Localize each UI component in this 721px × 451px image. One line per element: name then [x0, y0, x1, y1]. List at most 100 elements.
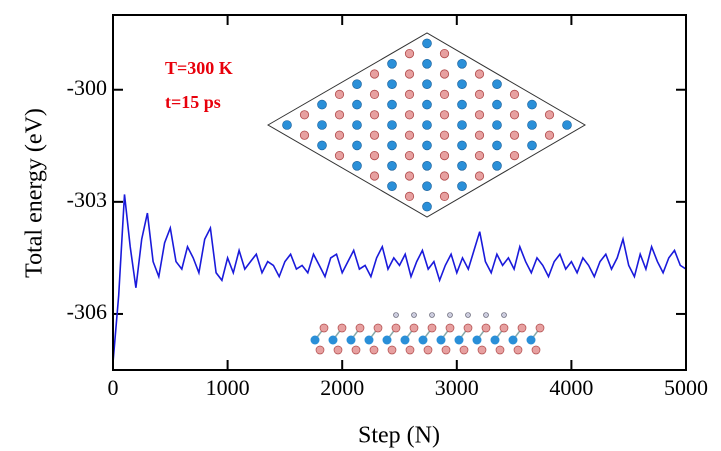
- atom: [440, 111, 448, 119]
- annotation: T=300 K: [165, 58, 233, 78]
- atom: [424, 346, 432, 354]
- atom: [493, 121, 502, 130]
- x-tick-label: 0: [108, 375, 119, 400]
- atom: [440, 131, 448, 139]
- atom: [484, 313, 489, 318]
- atom: [475, 151, 483, 159]
- atom: [370, 151, 378, 159]
- y-tick-label: -300: [67, 75, 107, 100]
- atom: [370, 346, 378, 354]
- data-line: [113, 194, 686, 362]
- atom: [440, 70, 448, 78]
- atom: [406, 346, 414, 354]
- atom: [335, 151, 343, 159]
- atom: [502, 313, 507, 318]
- atom: [528, 121, 537, 130]
- atom: [388, 100, 397, 109]
- atom: [318, 121, 327, 130]
- atom: [442, 346, 450, 354]
- x-tick-label: 5000: [664, 375, 708, 400]
- atom: [478, 346, 486, 354]
- atom: [500, 324, 508, 332]
- atom: [388, 59, 397, 68]
- x-tick-label: 1000: [206, 375, 250, 400]
- atom: [388, 346, 396, 354]
- atom: [335, 90, 343, 98]
- atom: [334, 346, 342, 354]
- atom: [440, 90, 448, 98]
- atom: [405, 90, 413, 98]
- atom: [423, 121, 432, 130]
- atom: [475, 131, 483, 139]
- atom: [527, 336, 536, 345]
- atom: [458, 121, 467, 130]
- atom: [388, 141, 397, 150]
- atom: [401, 336, 410, 345]
- atom: [412, 313, 417, 318]
- atom: [510, 151, 518, 159]
- atom: [410, 324, 418, 332]
- atom: [423, 202, 432, 211]
- atom: [316, 346, 324, 354]
- atom: [458, 161, 467, 170]
- atom: [528, 100, 537, 109]
- atom: [335, 111, 343, 119]
- atom: [405, 151, 413, 159]
- atom: [394, 313, 399, 318]
- atom: [496, 346, 504, 354]
- atom: [370, 111, 378, 119]
- y-tick-label: -303: [67, 187, 107, 212]
- atom: [374, 324, 382, 332]
- atom: [493, 80, 502, 89]
- atom: [475, 172, 483, 180]
- atom: [510, 131, 518, 139]
- atom: [383, 336, 392, 345]
- atom: [532, 346, 540, 354]
- atom: [430, 313, 435, 318]
- atom: [329, 336, 338, 345]
- atom: [423, 141, 432, 150]
- atom: [458, 182, 467, 191]
- atom: [423, 59, 432, 68]
- y-axis-title: Total energy (eV): [22, 108, 48, 278]
- x-tick-label: 2000: [320, 375, 364, 400]
- atom: [353, 100, 362, 109]
- x-tick-label: 3000: [435, 375, 479, 400]
- atom: [545, 111, 553, 119]
- atom: [510, 90, 518, 98]
- atom: [440, 151, 448, 159]
- atom: [356, 324, 364, 332]
- atom: [353, 80, 362, 89]
- annotation: t=15 ps: [165, 92, 221, 112]
- atom: [455, 336, 464, 345]
- atom: [405, 111, 413, 119]
- atom: [405, 172, 413, 180]
- atom: [545, 131, 553, 139]
- atom: [352, 346, 360, 354]
- top-view-inset: [268, 33, 585, 217]
- atom: [283, 121, 292, 130]
- atom: [458, 141, 467, 150]
- atom: [388, 80, 397, 89]
- atom: [491, 336, 500, 345]
- atom: [311, 336, 320, 345]
- atom: [353, 141, 362, 150]
- atom: [493, 141, 502, 150]
- atom: [475, 111, 483, 119]
- atom: [440, 172, 448, 180]
- atom: [423, 39, 432, 48]
- atom: [347, 336, 356, 345]
- atom: [320, 324, 328, 332]
- atom: [493, 161, 502, 170]
- atom: [475, 70, 483, 78]
- atom: [475, 90, 483, 98]
- atom: [423, 161, 432, 170]
- atom: [446, 324, 454, 332]
- atom: [440, 49, 448, 57]
- x-axis-title: Step (N): [358, 423, 440, 449]
- atom: [388, 161, 397, 170]
- atom: [353, 161, 362, 170]
- atom: [405, 131, 413, 139]
- atom: [370, 70, 378, 78]
- atom: [440, 192, 448, 200]
